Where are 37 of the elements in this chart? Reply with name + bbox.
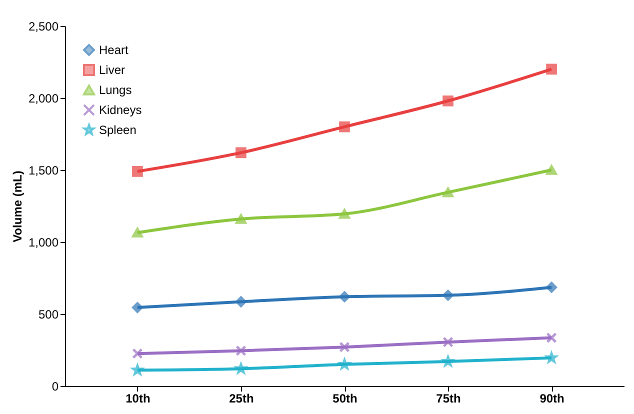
point: [546, 165, 557, 175]
point: [236, 147, 246, 158]
legend-label: Lungs: [99, 83, 132, 97]
y-tick-label: 1,000: [28, 236, 59, 250]
point: [339, 209, 350, 219]
point: [442, 95, 454, 106]
y-tick-label: 500: [38, 308, 59, 322]
point: [132, 348, 143, 360]
legend-label: Spleen: [99, 123, 136, 137]
point: [132, 228, 143, 238]
x-tick-label: 10th: [126, 392, 150, 406]
point: [236, 345, 246, 356]
y-tick-label: 2,000: [28, 92, 59, 106]
y-tick-label: 0: [52, 380, 59, 394]
x-tick-label: 25th: [229, 392, 254, 406]
x-tick-label: 50th: [332, 392, 358, 406]
y-tick-label: 1,500: [28, 164, 59, 178]
y-tick-label: 2,500: [28, 20, 59, 34]
point: [236, 296, 246, 308]
legend-label: Kidneys: [99, 103, 142, 117]
point: [546, 282, 557, 293]
point: [339, 342, 350, 353]
legend-label: Heart: [99, 43, 130, 57]
legend-label: Liver: [99, 63, 126, 77]
point: [442, 336, 454, 348]
point: [132, 166, 143, 177]
x-tick-label: 90th: [540, 392, 564, 406]
point: [339, 121, 350, 132]
point: [546, 332, 557, 344]
y-axis-title: Volume (mL): [10, 170, 24, 242]
point: [442, 187, 454, 198]
point: [236, 214, 246, 224]
point: [442, 290, 454, 301]
point: [546, 64, 557, 75]
x-tick-label: 75th: [436, 392, 461, 406]
point: [132, 302, 143, 313]
point: [339, 291, 350, 302]
